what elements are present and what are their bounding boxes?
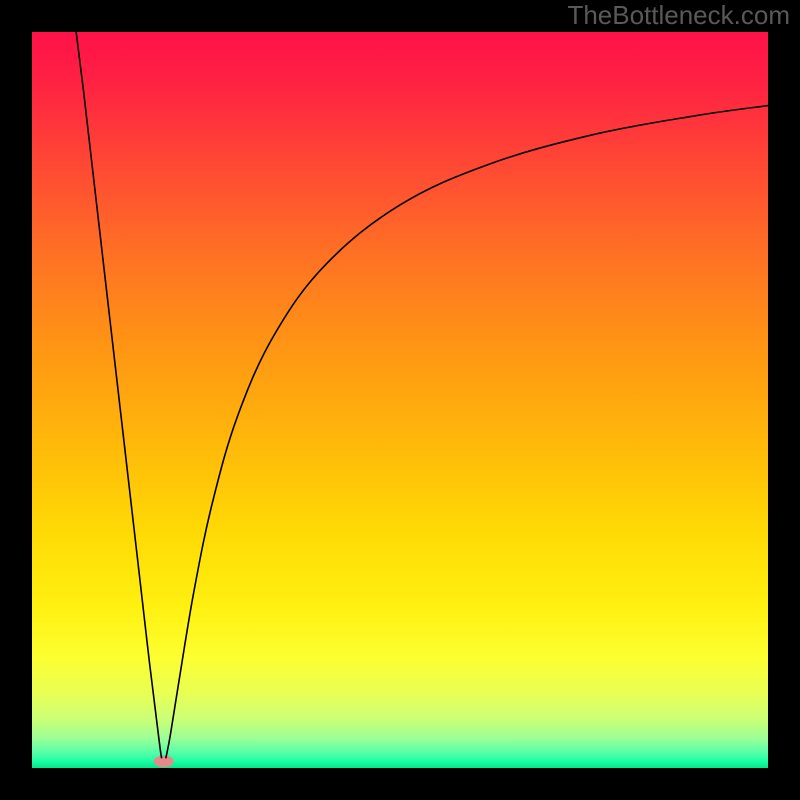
watermark-text: TheBottleneck.com	[567, 0, 790, 31]
chart-svg	[0, 0, 800, 800]
plot-background	[32, 32, 768, 768]
minimum-marker	[154, 755, 174, 767]
chart-root: TheBottleneck.com	[0, 0, 800, 800]
